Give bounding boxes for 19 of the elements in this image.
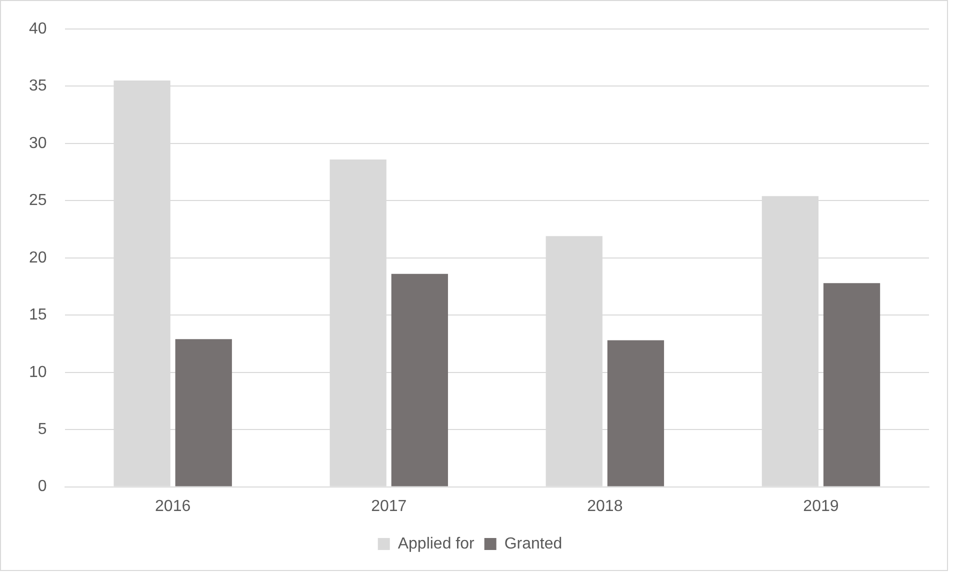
bar xyxy=(391,274,448,486)
legend-label: Applied for xyxy=(398,535,476,552)
y-tick-label: 5 xyxy=(38,420,47,438)
y-tick-label: 40 xyxy=(29,20,47,38)
bar xyxy=(175,339,232,486)
legend-label: Granted xyxy=(504,535,562,552)
y-tick-label: 25 xyxy=(29,192,47,210)
bar xyxy=(823,283,880,486)
y-tick-label: 10 xyxy=(29,364,47,381)
x-tick-label: 2018 xyxy=(587,498,623,515)
y-tick-label: 0 xyxy=(38,478,47,496)
y-tick-label: 15 xyxy=(29,306,47,324)
x-tick-label: 2019 xyxy=(803,498,839,515)
x-tick-label: 2016 xyxy=(155,498,191,515)
y-tick-label: 35 xyxy=(29,78,47,95)
bar xyxy=(607,340,664,486)
y-tick-label: 20 xyxy=(29,249,47,266)
x-tick-label: 2017 xyxy=(371,498,407,515)
y-tick-label: 30 xyxy=(29,134,47,152)
